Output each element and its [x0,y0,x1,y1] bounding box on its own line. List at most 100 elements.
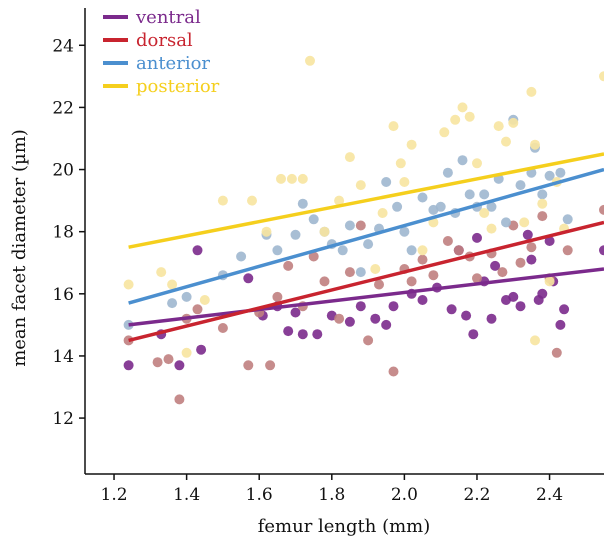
data-point-posterior-11 [305,55,315,66]
data-point-posterior-2 [167,279,178,290]
x-tick-label: 1.2 [101,485,128,505]
data-point-anterior-21 [417,192,428,203]
data-point-dorsal-2 [163,354,174,365]
data-point-ventral-27 [486,313,497,324]
data-point-dorsal-23 [417,254,428,265]
data-point-ventral-39 [559,304,570,315]
data-point-posterior-14 [344,152,355,163]
y-tick-label: 14 [52,347,74,367]
data-point-posterior-41 [599,71,604,82]
data-point-anterior-29 [479,189,490,200]
data-point-anterior-15 [363,239,374,250]
data-point-posterior-28 [472,158,482,169]
data-point-dorsal-13 [308,251,319,262]
legend-label-ventral: ventral [135,7,201,28]
data-point-dorsal-7 [243,360,254,371]
data-point-posterior-30 [486,223,497,234]
data-point-dorsal-1 [152,357,163,368]
data-point-anterior-8 [297,198,308,209]
data-point-anterior-2 [181,291,192,302]
axes [84,8,604,475]
fit-line-dorsal [128,220,604,343]
y-tick-label: 22 [52,98,74,118]
data-point-ventral-38 [555,319,566,330]
data-point-dorsal-25 [442,236,453,246]
data-point-posterior-10 [297,173,308,184]
data-point-dorsal-5 [192,304,203,315]
data-point-dorsal-15 [334,313,345,324]
data-point-ventral-21 [446,304,457,315]
data-point-anterior-26 [457,155,468,166]
legend-label-posterior: posterior [136,76,220,97]
data-point-anterior-34 [515,180,526,191]
data-point-posterior-16 [370,264,381,274]
y-tick-label: 20 [52,161,74,181]
data-point-posterior-15 [355,180,366,191]
data-point-posterior-27 [464,111,475,122]
fit-line-posterior [128,152,604,249]
data-point-anterior-7 [290,229,301,240]
data-point-dorsal-14 [319,276,330,287]
data-point-dorsal-6 [217,323,228,333]
y-axis-title: mean facet diameter (µm) [9,129,30,367]
data-point-posterior-36 [530,139,540,150]
x-ticks: 1.2 1.4 1.6 1.8 2.0 2.2 2.4 [101,474,563,505]
data-point-anterior-27 [464,189,475,200]
data-point-ventral-11 [312,329,323,340]
data-point-posterior-29 [479,208,490,218]
y-tick-label: 12 [52,409,74,429]
data-point-ventral-5 [243,273,254,284]
data-point-dorsal-36 [551,347,562,358]
data-point-posterior-35 [526,86,537,97]
y-ticks: 12 14 16 18 20 22 24 [52,36,85,429]
x-tick-label: 1.4 [173,485,200,505]
data-point-ventral-35 [537,288,548,299]
data-point-ventral-36 [544,236,555,246]
x-axis-title: femur length (mm) [258,516,431,537]
data-point-anterior-20 [406,245,417,256]
data-point-posterior-9 [286,173,297,184]
data-point-dorsal-17 [355,220,366,231]
x-tick-label: 1.8 [318,485,345,505]
data-point-ventral-16 [381,319,392,330]
data-point-posterior-33 [508,117,519,128]
data-point-ventral-33 [526,254,537,265]
data-point-posterior-0 [123,279,134,290]
data-point-anterior-14 [355,267,366,278]
data-point-posterior-4 [199,295,210,305]
x-tick-label: 2.2 [463,485,490,505]
data-point-dorsal-9 [265,360,276,371]
data-point-ventral-2 [174,360,185,371]
data-point-dorsal-38 [599,204,604,215]
data-point-anterior-17 [381,177,392,187]
data-point-ventral-28 [490,260,501,271]
data-point-posterior-6 [247,195,257,206]
data-point-posterior-17 [377,208,388,218]
y-tick-label: 24 [52,36,74,56]
data-point-ventral-40 [599,245,604,256]
data-point-dorsal-32 [515,257,526,268]
data-point-dorsal-33 [526,242,537,253]
data-point-anterior-9 [308,214,319,225]
points-layer [123,55,604,405]
data-point-posterior-24 [439,127,450,138]
data-point-dorsal-11 [283,260,294,271]
data-point-ventral-4 [196,344,207,355]
data-point-ventral-30 [508,291,519,302]
data-point-ventral-9 [290,307,301,318]
data-point-anterior-4 [236,251,247,262]
data-point-posterior-19 [395,158,406,169]
data-point-posterior-21 [406,139,417,150]
legend-label-anterior: anterior [136,53,210,74]
data-point-anterior-23 [435,201,446,212]
data-point-posterior-18 [388,121,399,132]
data-point-ventral-23 [461,310,472,321]
data-point-posterior-13 [334,195,345,206]
data-point-ventral-17 [388,301,399,312]
data-point-anterior-37 [537,189,548,200]
data-point-anterior-1 [167,298,178,309]
fit-line-anterior [128,167,604,305]
data-point-posterior-22 [417,245,428,256]
data-point-ventral-14 [355,301,366,312]
